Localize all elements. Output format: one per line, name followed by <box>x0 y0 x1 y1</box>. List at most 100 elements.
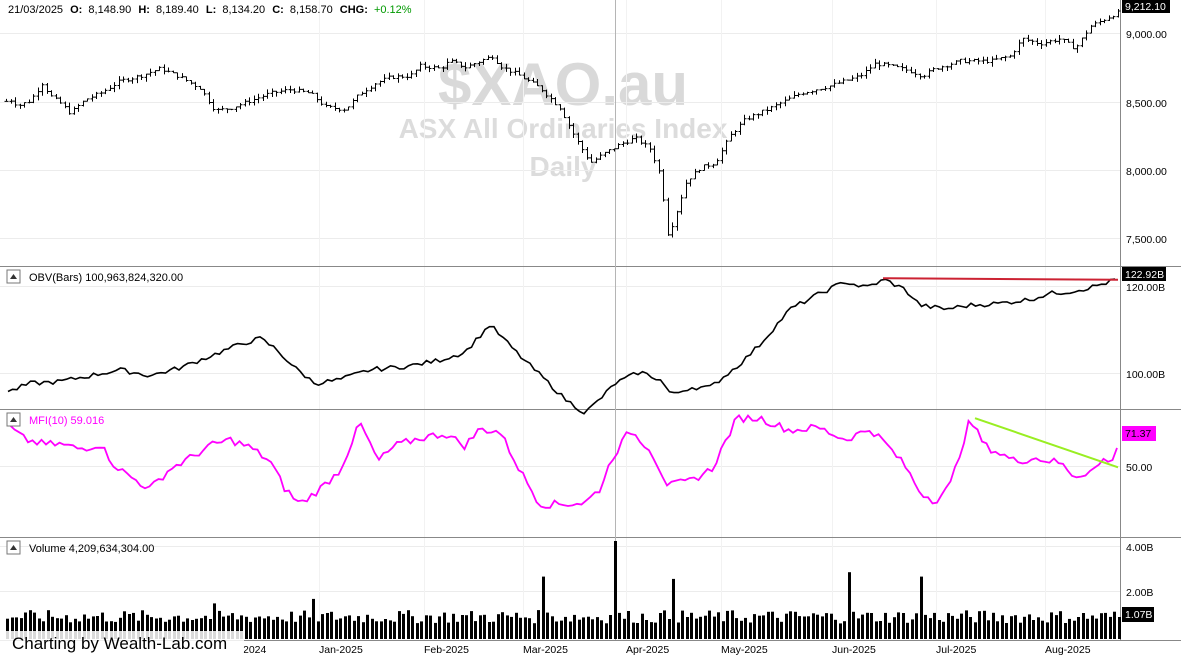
volume-bar <box>659 613 662 639</box>
ohlc-bar <box>711 163 716 169</box>
price-tick: 7,500.00 <box>1126 234 1167 246</box>
ohlc-bar <box>211 99 216 112</box>
price-tick: 8,500.00 <box>1126 98 1167 110</box>
volume-bar <box>627 611 630 639</box>
volume-bar <box>1028 614 1031 639</box>
ohlc-bar <box>184 76 189 82</box>
ohlc-bar <box>607 149 612 155</box>
ohlc-bar <box>445 58 450 70</box>
volume-caption: Volume 4,209,634,304.00 <box>6 540 154 555</box>
ohlc-bar <box>810 90 815 95</box>
ohlc-bar <box>265 89 270 99</box>
volume-bar <box>47 610 50 639</box>
volume-bar <box>794 611 797 639</box>
volume-bar <box>191 620 194 639</box>
volume-bar <box>596 617 599 639</box>
ohlc-bar <box>468 62 473 69</box>
ohlc-bar <box>900 63 905 72</box>
volume-bar <box>749 622 752 639</box>
price-series <box>4 9 1121 238</box>
volume-bar <box>398 611 401 639</box>
volume-bar <box>915 613 918 639</box>
volume-bar <box>524 617 527 639</box>
ohlc-bar <box>526 77 531 82</box>
volume-bar <box>74 618 77 639</box>
volume-bar <box>560 620 563 639</box>
ohlc-bar <box>1093 20 1098 28</box>
volume-bar <box>447 622 450 639</box>
volume-bar <box>182 621 185 639</box>
ohlc-bar <box>423 61 428 70</box>
volume-bar <box>240 615 243 639</box>
volume-bar <box>731 610 734 639</box>
volume-bar <box>767 611 770 639</box>
volume-bar <box>276 616 279 639</box>
volume-bar <box>69 622 72 639</box>
volume-bar <box>348 615 351 639</box>
volume-bar <box>303 610 306 639</box>
header-low: 8,134.20 <box>222 4 265 16</box>
volume-bar <box>1041 620 1044 639</box>
volume-bar <box>1082 613 1085 639</box>
ohlc-bar <box>54 93 59 100</box>
volume-bar <box>807 616 810 639</box>
volume-bar <box>884 612 887 639</box>
ohlc-bar <box>499 62 504 70</box>
volume-last-value: 1.07B <box>1125 609 1152 621</box>
ohlc-bar <box>333 102 338 111</box>
ohlc-bar <box>553 97 558 106</box>
volume-bar <box>1068 618 1071 639</box>
volume-bar <box>308 617 311 639</box>
credit-text: Charting by Wealth-Lab.com <box>12 634 227 653</box>
volume-bar <box>236 619 239 639</box>
volume-tick: 2.00B <box>1126 587 1153 599</box>
ohlc-bar <box>76 103 81 112</box>
ohlc-bar <box>490 55 495 60</box>
volume-bar <box>353 620 356 639</box>
volume-bar <box>371 618 374 639</box>
volume-bar <box>29 610 32 639</box>
volume-bar <box>389 620 392 639</box>
ohlc-bar <box>684 179 689 199</box>
price-tick: 9,000.00 <box>1126 29 1167 41</box>
ohlc-bar <box>319 96 324 106</box>
volume-bar <box>213 603 216 639</box>
ohlc-bar <box>598 152 603 161</box>
ohlc-bar <box>985 56 990 64</box>
volume-bar <box>110 621 113 639</box>
volume-bar <box>438 616 441 639</box>
volume-bar <box>519 617 522 639</box>
ohlc-bar <box>562 107 567 119</box>
volume-bar <box>636 623 639 639</box>
ohlc-bar <box>616 143 621 150</box>
mfi-tick: 50.00 <box>1126 462 1152 474</box>
ohlc-bar <box>1057 34 1062 45</box>
volume-bar <box>965 610 968 639</box>
ohlc-bar <box>909 66 914 74</box>
ohlc-bar <box>72 106 77 115</box>
volume-bar <box>1055 615 1058 639</box>
ohlc-bar <box>166 67 171 73</box>
volume-bar <box>150 617 153 639</box>
mfi-caption-text: MFI(10) 59.016 <box>29 415 104 427</box>
volume-bar <box>204 615 207 639</box>
volume-bar <box>632 622 635 639</box>
ohlc-bar <box>1039 40 1044 49</box>
ohlc-bar <box>45 82 50 94</box>
volume-bar <box>1064 623 1067 639</box>
volume-bar <box>866 612 869 639</box>
volume-bar <box>281 619 284 639</box>
ohlc-bar <box>603 151 608 158</box>
volume-bar <box>132 612 135 639</box>
ohlc-bar <box>400 74 405 79</box>
volume-bar <box>803 616 806 639</box>
volume-bar <box>1086 618 1089 639</box>
ohlc-bar <box>477 61 482 66</box>
ohlc-bar <box>346 106 351 111</box>
ohlc-bar <box>364 87 369 98</box>
volume-bar <box>6 618 9 639</box>
price-last-badge <box>1122 0 1170 13</box>
ohlc-bar <box>868 64 873 74</box>
ohlc-bar <box>9 99 14 104</box>
